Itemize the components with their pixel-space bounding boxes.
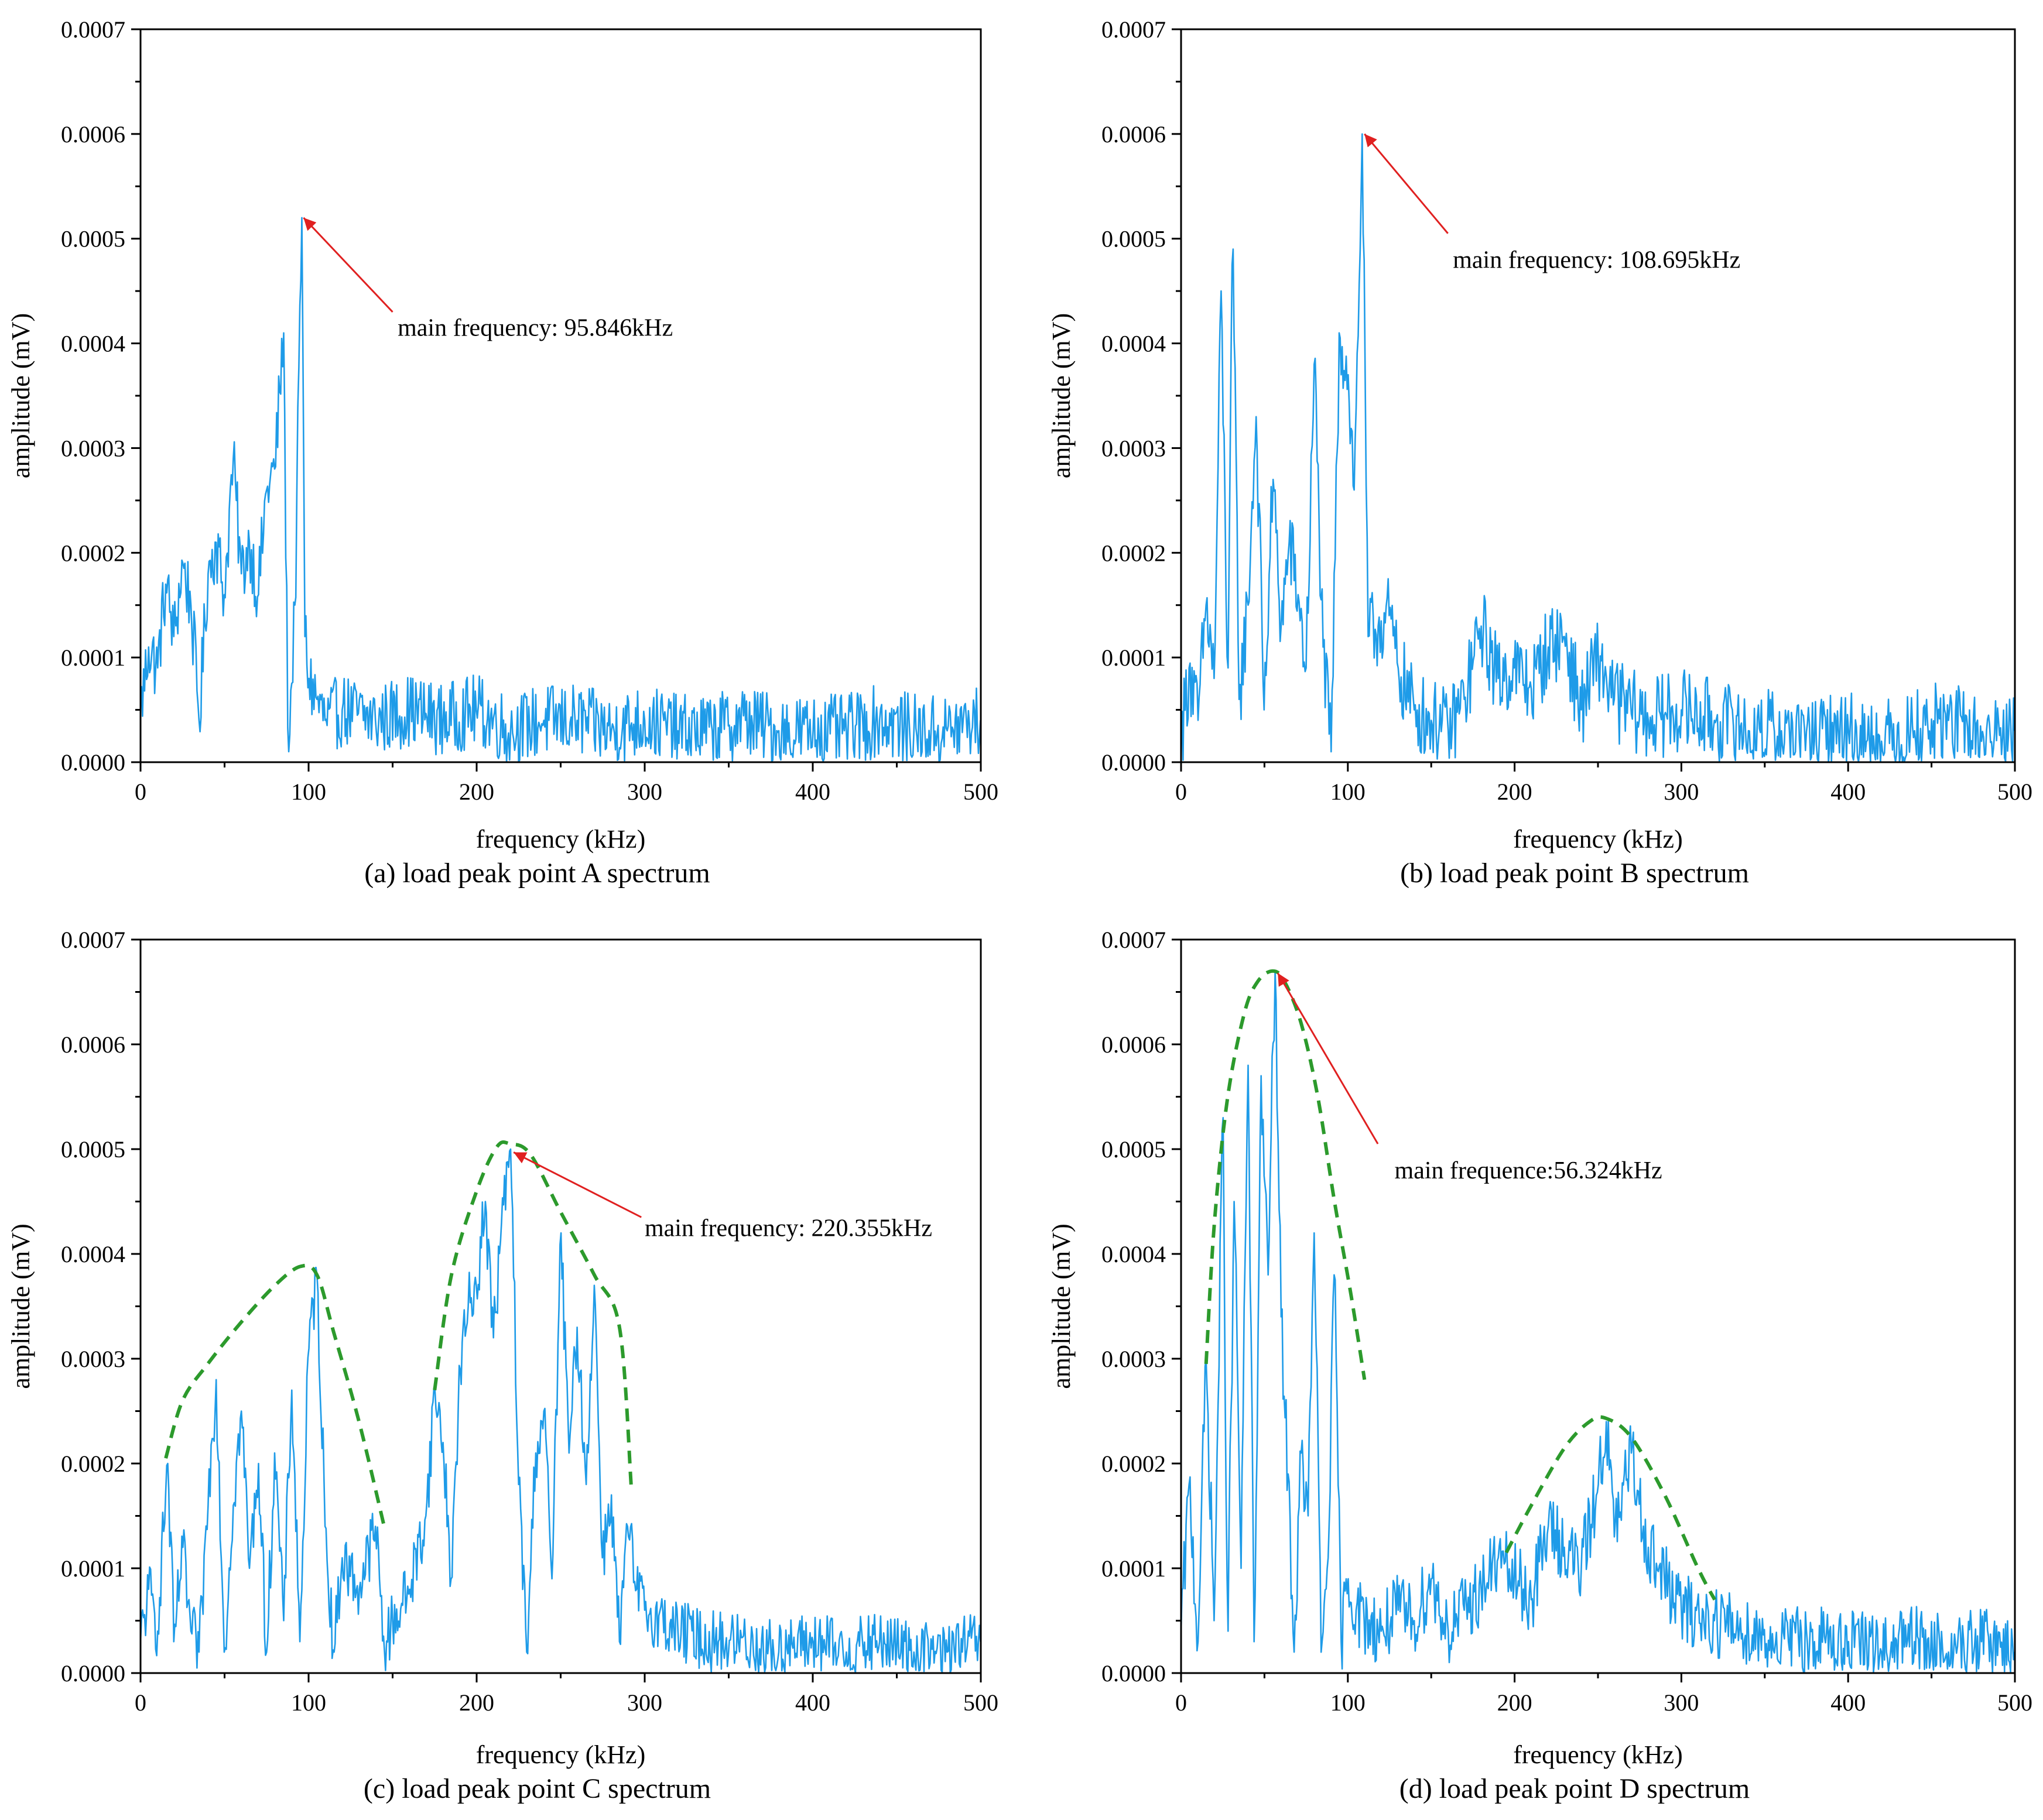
y-tick-label: 0.0005 (1101, 226, 1166, 252)
x-axis-title: frequency (kHz) (1513, 1740, 1683, 1769)
y-tick-label: 0.0004 (61, 331, 125, 357)
y-axis-title: amplitude (mV) (1047, 1223, 1076, 1389)
series-line-d (1181, 970, 2015, 1673)
y-tick-label: 0.0007 (61, 927, 125, 953)
x-tick-label: 200 (1497, 1689, 1532, 1716)
x-tick-label: 500 (963, 1689, 998, 1716)
x-tick-label: 300 (1664, 1689, 1699, 1716)
envelope-curve-d-1 (1504, 1415, 1717, 1601)
y-tick-label: 0.0000 (1101, 749, 1166, 776)
y-tick-label: 0.0002 (1101, 1451, 1166, 1477)
annotation-label: main frequency: 220.355kHz (645, 1215, 932, 1242)
chart-a: 0.0000 0.0001 0.0002 0.0003 0.0004 0.0005 0.00… (6, 16, 998, 889)
x-tick-label: 100 (1330, 779, 1366, 805)
y-tick-label: 0.0003 (1101, 435, 1166, 461)
x-tick-label: 100 (291, 779, 326, 805)
annotation-label: main frequency: 108.695kHz (1453, 246, 1740, 273)
x-tick-label: 300 (1664, 779, 1699, 805)
envelope-curve-c-0 (164, 1263, 386, 1527)
x-tick-label: 400 (1830, 779, 1866, 805)
x-axis-title: frequency (kHz) (476, 825, 646, 854)
y-tick-label: 0.0007 (61, 16, 125, 43)
y-tick-label: 0.0000 (61, 749, 125, 776)
x-tick-label: 400 (795, 779, 830, 805)
y-tick-label: 0.0004 (1101, 331, 1166, 357)
x-tick-label: 0 (1175, 1689, 1187, 1716)
x-tick-label: 500 (1997, 1689, 2032, 1716)
x-axis-title: frequency (kHz) (476, 1740, 646, 1769)
y-tick-label: 0.0000 (1101, 1660, 1166, 1687)
series-line-a (141, 217, 981, 762)
x-tick-label: 0 (135, 779, 146, 805)
chart-c: 0.0000 0.0001 0.0002 0.0003 0.0004 0.0005 0.00… (6, 927, 998, 1804)
chart-caption: (d) load peak point D spectrum (1399, 1773, 1750, 1804)
plot-frame-c (139, 938, 982, 1674)
annotation-arrow (513, 1151, 642, 1218)
x-tick-label: 200 (459, 1689, 494, 1716)
y-axis-title: amplitude (mV) (6, 1223, 35, 1389)
y-tick-label: 0.0006 (1101, 1031, 1166, 1058)
x-tick-label: 400 (1830, 1689, 1866, 1716)
y-tick-label: 0.0007 (1101, 927, 1166, 953)
y-tick-label: 0.0005 (61, 226, 125, 252)
envelope-curve-c-1 (433, 1140, 633, 1487)
x-tick-label: 100 (1330, 1689, 1366, 1716)
x-tick-label: 200 (1497, 779, 1532, 805)
x-tick-label: 300 (627, 1689, 662, 1716)
y-tick-label: 0.0004 (1101, 1241, 1166, 1267)
y-tick-label: 0.0007 (1101, 16, 1166, 43)
series-line-b (1181, 133, 2015, 762)
chart-caption: (a) load peak point A spectrum (364, 858, 710, 889)
chart-d: 0.0000 0.0001 0.0002 0.0003 0.0004 0.0005 0.00… (1047, 927, 2032, 1804)
y-tick-label: 0.0003 (61, 435, 125, 461)
y-tick-label: 0.0001 (61, 1555, 125, 1582)
y-tick-label: 0.0002 (1101, 540, 1166, 566)
annotation-label: main frequence:56.324kHz (1395, 1157, 1662, 1184)
x-tick-label: 100 (291, 1689, 326, 1716)
y-axis-title: amplitude (mV) (1047, 313, 1076, 478)
y-tick-label: 0.0006 (61, 1031, 125, 1058)
chart-caption: (b) load peak point B spectrum (1400, 858, 1749, 889)
x-axis-title: frequency (kHz) (1513, 825, 1683, 854)
annotation-label: main frequency: 95.846kHz (398, 315, 673, 342)
x-tick-label: 0 (1175, 779, 1187, 805)
series-line-c (141, 1148, 981, 1673)
y-tick-label: 0.0003 (1101, 1346, 1166, 1372)
y-tick-label: 0.0001 (61, 645, 125, 671)
y-tick-label: 0.0000 (61, 1660, 125, 1687)
x-tick-label: 200 (459, 779, 494, 805)
annotation-arrow (1277, 972, 1379, 1144)
x-tick-label: 500 (963, 779, 998, 805)
annotation-arrow (1364, 133, 1449, 234)
x-tick-label: 300 (627, 779, 662, 805)
chart-caption: (c) load peak point C spectrum (364, 1773, 711, 1804)
y-tick-label: 0.0004 (61, 1241, 125, 1267)
y-tick-label: 0.0002 (61, 1451, 125, 1477)
x-tick-label: 400 (795, 1689, 830, 1716)
y-tick-label: 0.0001 (1101, 645, 1166, 671)
y-tick-label: 0.0006 (61, 121, 125, 148)
x-tick-label: 0 (135, 1689, 146, 1716)
chart-b: 0.0000 0.0001 0.0002 0.0003 0.0004 0.0005 0.00… (1047, 16, 2032, 889)
y-axis-title: amplitude (mV) (6, 313, 35, 478)
plot-frame-a (139, 28, 982, 763)
envelope-curve-d-0 (1204, 969, 1367, 1380)
annotation-arrow (303, 217, 393, 313)
y-tick-label: 0.0002 (61, 540, 125, 566)
y-tick-label: 0.0005 (61, 1136, 125, 1163)
y-tick-label: 0.0001 (1101, 1555, 1166, 1582)
y-tick-label: 0.0005 (1101, 1136, 1166, 1163)
x-tick-label: 500 (1997, 779, 2032, 805)
y-tick-label: 0.0006 (1101, 121, 1166, 148)
y-tick-label: 0.0003 (61, 1346, 125, 1372)
